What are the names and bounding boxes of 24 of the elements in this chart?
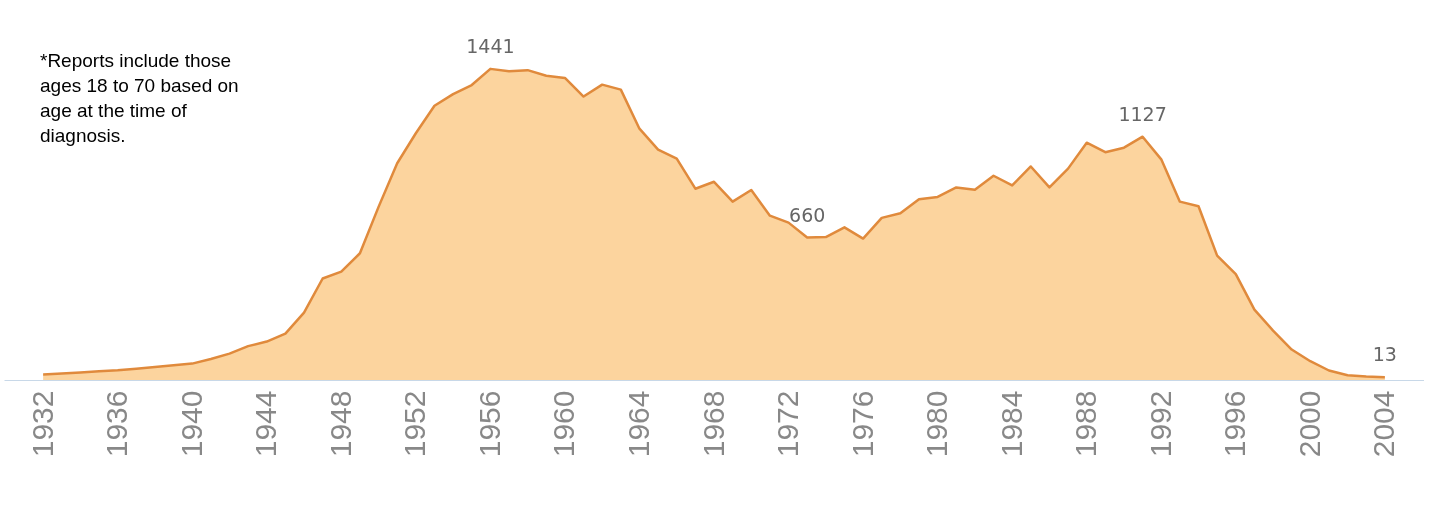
x-tick-label: 1932 [25,390,59,458]
annotation: *Reports include those ages 18 to 70 based on age at the time of diagnosis. [40,49,240,148]
x-tick-label: 1996 [1218,390,1252,458]
x-tick-label: 1944 [249,390,283,458]
x-tick-label: 1960 [547,390,581,458]
data-label: 13 [1372,343,1397,366]
x-tick-label: 1980 [920,390,954,458]
data-label: 660 [789,203,826,226]
x-tick-label: 2000 [1292,390,1326,458]
x-tick-label: 1936 [100,390,134,458]
data-label: 1441 [466,34,515,57]
x-tick-label: 1992 [1143,390,1177,458]
x-tick-label: 1988 [1069,390,1103,458]
x-tick-label: 1948 [323,390,357,458]
x-tick-label: 1976 [845,390,879,458]
x-tick-label: 1972 [771,390,805,458]
data-label: 1127 [1118,102,1167,125]
x-tick-label: 1956 [472,390,506,458]
x-tick-label: 1968 [696,390,730,458]
x-tick-label: 1940 [174,390,208,458]
x-tick-label: 1984 [994,390,1028,458]
x-tick-label: 2004 [1367,390,1401,458]
x-tick-label: 1952 [398,390,432,458]
x-tick-label: 1964 [621,390,655,458]
